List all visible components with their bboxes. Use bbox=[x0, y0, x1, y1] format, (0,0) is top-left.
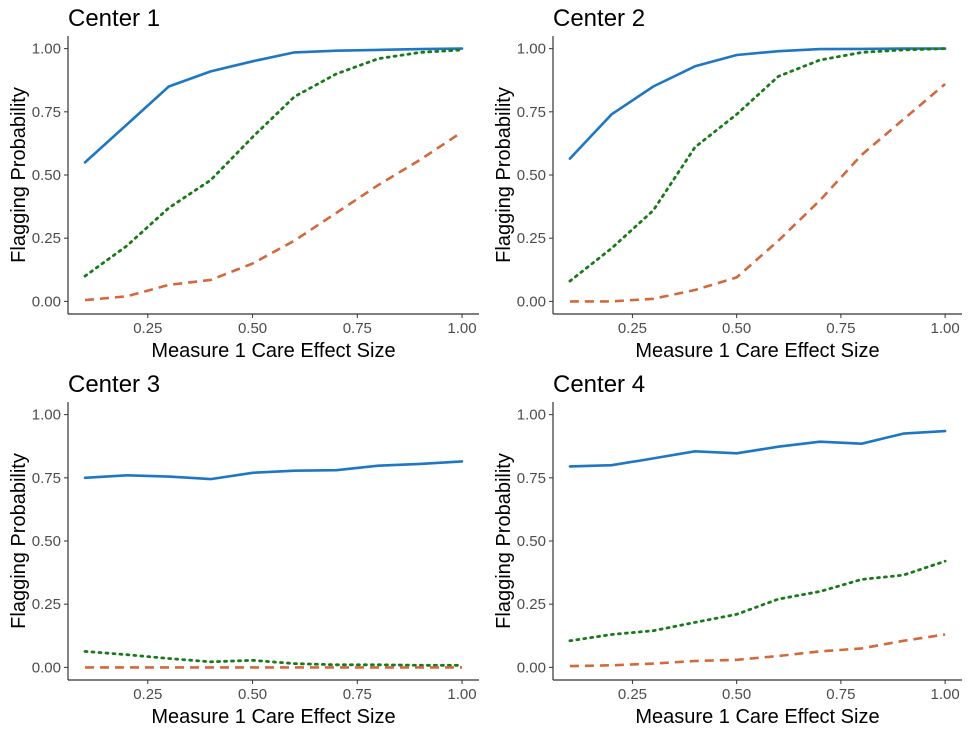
x-tick-label: 0.50 bbox=[238, 686, 267, 703]
x-axis-label: Measure 1 Care Effect Size bbox=[635, 706, 879, 728]
series-line-dotted bbox=[568, 559, 947, 643]
x-axis-label: Measure 1 Care Effect Size bbox=[151, 706, 395, 728]
x-tick-label: 0.75 bbox=[826, 686, 855, 703]
y-tick-label: 0.00 bbox=[517, 293, 546, 310]
panel-center-2: Center 2 0.00 0.25 0.50 0.75 1.00 0.25 0.50 0.75… bbox=[484, 0, 969, 366]
series-line-dotted bbox=[83, 48, 464, 278]
y-tick-label: 0.25 bbox=[517, 230, 546, 247]
panel-center-4: Center 4 0.00 0.25 0.50 0.75 1.00 0.25 0.50 0.75… bbox=[484, 366, 969, 732]
series-line-solid bbox=[568, 429, 947, 468]
chart-svg: Center 1 0.00 0.25 0.50 0.75 1.00 0.25 0.50 0.75… bbox=[8, 5, 479, 362]
x-tick-label: 0.25 bbox=[133, 686, 162, 703]
y-tick-label: 0.00 bbox=[32, 659, 61, 676]
chart-svg: Center 4 0.00 0.25 0.50 0.75 1.00 0.25 0.50 0.75… bbox=[493, 371, 962, 728]
y-axis-label: Flagging Probability bbox=[8, 87, 30, 263]
y-tick-label: 0.00 bbox=[517, 659, 546, 676]
series-line-solid bbox=[83, 47, 464, 164]
chart-title: Center 4 bbox=[553, 371, 645, 398]
y-tick-label: 0.50 bbox=[517, 167, 546, 184]
series-line-dashed bbox=[569, 83, 946, 303]
x-tick-label: 0.25 bbox=[618, 320, 647, 337]
x-tick-label: 0.75 bbox=[826, 320, 855, 337]
series-line-dotted bbox=[568, 47, 947, 283]
chart-title: Center 1 bbox=[68, 5, 160, 32]
y-tick-label: 0.25 bbox=[32, 230, 61, 247]
y-tick-label: 0.00 bbox=[32, 293, 61, 310]
y-tick-label: 1.00 bbox=[32, 41, 61, 58]
x-tick-label: 0.75 bbox=[343, 320, 372, 337]
x-tick-label: 0.75 bbox=[343, 686, 372, 703]
x-tick-label: 0.50 bbox=[722, 320, 751, 337]
x-tick-label: 0.50 bbox=[722, 686, 751, 703]
y-tick-label: 0.75 bbox=[517, 470, 546, 487]
y-axis-label: Flagging Probability bbox=[8, 453, 30, 629]
chart-svg: Center 2 0.00 0.25 0.50 0.75 1.00 0.25 0.50 0.75… bbox=[493, 5, 962, 362]
y-tick-label: 1.00 bbox=[517, 407, 546, 424]
x-tick-label: 1.00 bbox=[931, 686, 960, 703]
x-tick-label: 0.25 bbox=[618, 686, 647, 703]
panel-center-3: Center 3 0.00 0.25 0.50 0.75 1.00 0.25 0.50 0.75… bbox=[0, 366, 484, 732]
y-tick-label: 0.25 bbox=[32, 596, 61, 613]
y-tick-label: 0.50 bbox=[517, 533, 546, 550]
x-tick-label: 1.00 bbox=[931, 320, 960, 337]
y-axis-label: Flagging Probability bbox=[493, 87, 515, 263]
y-tick-label: 1.00 bbox=[517, 41, 546, 58]
x-tick-label: 0.25 bbox=[133, 320, 162, 337]
y-tick-label: 0.75 bbox=[517, 104, 546, 121]
chart-title: Center 3 bbox=[68, 371, 160, 398]
x-tick-label: 0.50 bbox=[238, 320, 267, 337]
x-axis-label: Measure 1 Care Effect Size bbox=[635, 340, 879, 362]
series-line-dotted bbox=[83, 649, 464, 667]
y-tick-label: 1.00 bbox=[32, 407, 61, 424]
panel-center-1: Center 1 0.00 0.25 0.50 0.75 1.00 0.25 0.50 0.75… bbox=[0, 0, 484, 366]
series-line-dashed bbox=[569, 633, 946, 668]
x-tick-label: 1.00 bbox=[447, 320, 476, 337]
chart-svg: Center 3 0.00 0.25 0.50 0.75 1.00 0.25 0.50 0.75… bbox=[8, 371, 479, 728]
series-line-solid bbox=[568, 47, 947, 160]
y-axis-label: Flagging Probability bbox=[493, 453, 515, 629]
x-tick-label: 1.00 bbox=[447, 686, 476, 703]
y-tick-label: 0.75 bbox=[32, 470, 61, 487]
series-line-dashed bbox=[84, 130, 463, 302]
y-tick-label: 0.50 bbox=[32, 533, 61, 550]
series-line-solid bbox=[83, 460, 464, 481]
y-tick-label: 0.75 bbox=[32, 104, 61, 121]
chart-title: Center 2 bbox=[553, 5, 645, 32]
y-tick-label: 0.25 bbox=[517, 596, 546, 613]
y-tick-label: 0.50 bbox=[32, 167, 61, 184]
x-axis-label: Measure 1 Care Effect Size bbox=[151, 340, 395, 362]
